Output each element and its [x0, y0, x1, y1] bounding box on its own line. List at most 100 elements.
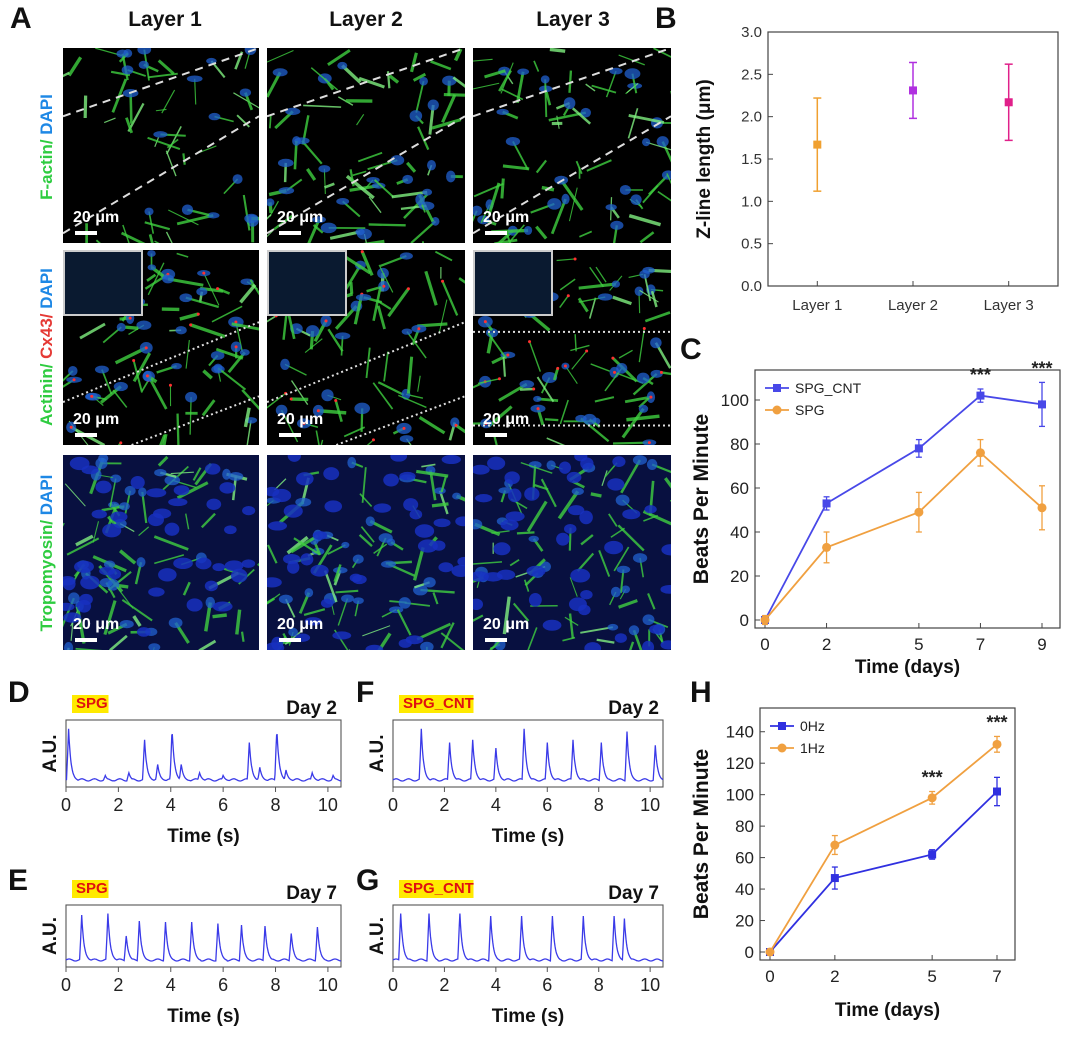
channel-outline	[267, 321, 465, 404]
fiber	[179, 312, 199, 321]
nucleus	[519, 380, 535, 389]
micrograph-texture	[63, 48, 259, 243]
nucleus	[205, 596, 216, 609]
data-point	[813, 140, 822, 149]
cx43-dot	[611, 356, 615, 360]
data-point	[765, 947, 775, 957]
nucleus	[121, 65, 134, 75]
nucleus	[267, 198, 275, 207]
data-point	[1037, 503, 1047, 513]
row-label-part: DAPI	[37, 268, 56, 309]
y-axis-label: Beats Per Minute	[690, 749, 713, 919]
fiber	[267, 50, 294, 63]
fiber	[189, 397, 192, 435]
nucleus	[567, 505, 585, 516]
nucleus	[517, 68, 530, 75]
nucleus	[280, 358, 290, 371]
cx43-dot	[573, 257, 577, 261]
chart-b-zline-length: 0.0 0.5 1.0 1.5 2.0 2.5 3.0 Layer 1 Layer 2 Layer…	[694, 24, 1059, 314]
fiber	[502, 596, 511, 635]
nucleus	[148, 643, 161, 650]
nucleus	[399, 471, 416, 481]
fiber	[141, 491, 148, 524]
cx43-dot	[536, 407, 540, 411]
fiber	[377, 632, 392, 650]
nucleus	[179, 293, 193, 303]
nucleus	[431, 216, 440, 226]
nucleus	[337, 61, 348, 70]
scale-bar-label: 20 μm	[277, 411, 324, 428]
x-tick-label: 4	[491, 795, 501, 815]
y-axis-label: A.U.	[40, 917, 61, 955]
x-tick-label: 2	[113, 975, 123, 995]
fiber	[512, 602, 530, 622]
row-label-part: Cx43/	[37, 308, 56, 359]
fiber	[477, 378, 500, 385]
micrograph-texture	[473, 48, 671, 243]
channel-outline	[63, 48, 259, 118]
condition-tag-bg	[72, 695, 109, 713]
nucleus	[415, 193, 425, 206]
fiber	[528, 341, 542, 372]
fiber	[349, 282, 354, 294]
cx43-dot	[566, 294, 570, 298]
fiber	[613, 546, 630, 572]
nucleus	[604, 540, 624, 555]
nucleus	[614, 633, 627, 643]
nucleus	[206, 498, 222, 510]
y-tick-label: 120	[726, 754, 754, 773]
nucleus	[504, 471, 520, 485]
nucleus	[505, 136, 521, 146]
cx43-dot	[417, 327, 421, 331]
fiber	[138, 526, 150, 537]
fiber	[305, 168, 317, 181]
fiber	[267, 315, 277, 323]
condition-tag-bg	[399, 880, 474, 898]
nucleus	[173, 557, 193, 570]
cx43-dot	[441, 279, 445, 283]
cx43-dot	[202, 271, 206, 275]
fiber	[103, 600, 117, 636]
fiber	[628, 213, 662, 227]
nucleus	[212, 563, 226, 572]
nucleus	[507, 488, 522, 503]
nucleus	[64, 642, 74, 650]
fiber	[544, 79, 548, 118]
nucleus	[528, 535, 539, 543]
nucleus	[341, 541, 350, 549]
fiber	[162, 433, 168, 445]
nucleus	[564, 523, 577, 534]
panel-letter-f: F	[356, 676, 375, 709]
nucleus	[272, 488, 292, 503]
fiber	[484, 69, 506, 79]
nucleus	[568, 597, 587, 612]
nucleus	[473, 571, 489, 582]
nucleus	[324, 500, 343, 513]
x-tick-label: 2	[439, 975, 449, 995]
y-tick-label: 80	[730, 435, 749, 454]
scale-bar	[485, 231, 507, 235]
fiber	[409, 52, 418, 73]
fiber	[373, 179, 394, 198]
x-tick-label: Layer 3	[984, 297, 1034, 314]
fiber	[577, 297, 589, 313]
fiber	[165, 150, 177, 177]
fiber	[70, 622, 74, 641]
nucleus	[162, 274, 174, 284]
nucleus	[228, 472, 244, 481]
fiber	[562, 636, 576, 642]
nucleus	[138, 60, 149, 69]
cx43-dot	[506, 353, 510, 357]
fiber	[157, 59, 175, 75]
fiber	[515, 71, 525, 104]
y-axis-label: Beats Per Minute	[690, 414, 713, 584]
fiber	[363, 233, 368, 243]
scale-bar-label: 20 μm	[73, 616, 120, 633]
fiber	[586, 159, 612, 172]
fiber	[579, 230, 593, 238]
x-tick-label: 4	[166, 795, 176, 815]
nucleus	[483, 572, 503, 582]
column-header-layer-3: Layer 3	[536, 8, 610, 31]
fiber	[333, 564, 342, 583]
nucleus	[137, 48, 152, 55]
